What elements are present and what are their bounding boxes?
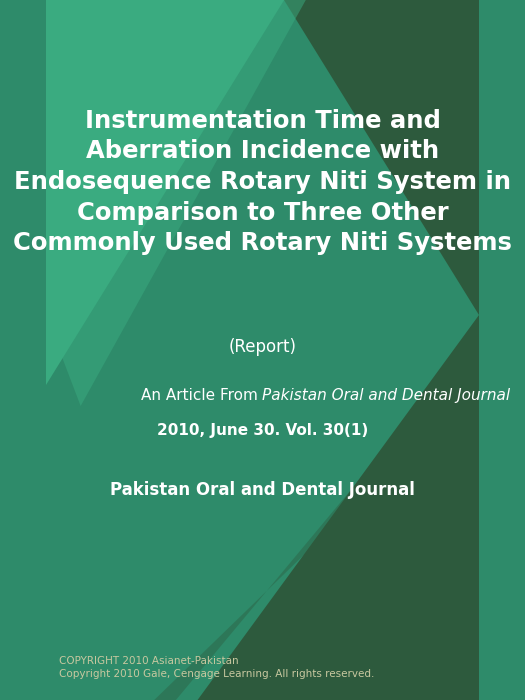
- Text: An Article From: An Article From: [141, 388, 262, 403]
- Polygon shape: [46, 0, 284, 385]
- Polygon shape: [197, 315, 479, 700]
- Polygon shape: [154, 336, 479, 700]
- Polygon shape: [284, 0, 479, 315]
- Text: COPYRIGHT 2010 Asianet-Pakistan
Copyright 2010 Gale, Cengage Learning. All right: COPYRIGHT 2010 Asianet-Pakistan Copyrigh…: [59, 655, 374, 679]
- Text: (Report): (Report): [228, 337, 297, 356]
- Text: Instrumentation Time and
Aberration Incidence with
Endosequence Rotary Niti Syst: Instrumentation Time and Aberration Inci…: [13, 108, 512, 256]
- Text: Pakistan Oral and Dental Journal: Pakistan Oral and Dental Journal: [110, 481, 415, 499]
- Text: 2010, June 30. Vol. 30(1): 2010, June 30. Vol. 30(1): [157, 423, 368, 438]
- Text: Pakistan Oral and Dental Journal: Pakistan Oral and Dental Journal: [262, 388, 511, 403]
- Polygon shape: [46, 0, 306, 406]
